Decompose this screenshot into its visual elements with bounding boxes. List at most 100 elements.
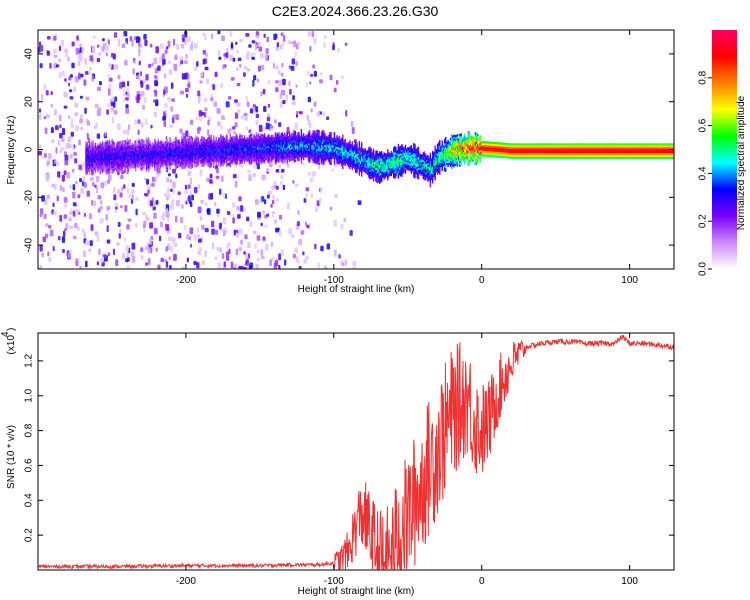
ridge-cell (243, 144, 246, 147)
ridge-cell (167, 138, 169, 141)
ridge-cell (330, 136, 332, 139)
noise-speckle (222, 217, 227, 225)
ridge-cell (139, 153, 142, 157)
ridge-cell (131, 152, 133, 155)
ridge-cell (380, 180, 382, 183)
noise-speckle (118, 233, 121, 239)
noise-speckle (278, 253, 281, 261)
ridge-cell (312, 130, 314, 133)
ridge-cell (331, 147, 333, 150)
ridge-cell (304, 137, 306, 140)
ridge-cell (203, 164, 206, 167)
ridge-cell (236, 141, 239, 144)
ridge-cell (165, 144, 168, 147)
ridge-cell (203, 137, 206, 140)
ridge-cell (235, 163, 237, 166)
ridge-cell (377, 166, 379, 169)
ridge-cell (247, 140, 249, 143)
ridge-cell (336, 135, 338, 138)
ridge-cell (324, 133, 326, 136)
ridge-cell (247, 147, 249, 150)
noise-speckle (167, 187, 171, 193)
ridge-cell (140, 152, 143, 155)
ridge-cell (380, 151, 382, 154)
ridge-cell (242, 157, 245, 160)
ridge-cell (326, 138, 329, 141)
ridge-cell (256, 159, 259, 162)
ridge-cell (306, 136, 308, 139)
ridge-cell (94, 159, 97, 163)
ridge-cell (217, 161, 220, 164)
ridge-cell (378, 164, 381, 167)
ridge-cell (320, 141, 323, 144)
ridge-cell (187, 161, 189, 164)
ridge-cell (113, 163, 116, 166)
ridge-cell (259, 143, 261, 146)
ridge-cell (312, 137, 314, 141)
ridge-cell (349, 140, 351, 143)
ridge-cell (193, 145, 195, 148)
ridge-cell (97, 143, 99, 146)
ridge-cell (319, 140, 321, 143)
ridge-cell (211, 141, 214, 144)
ridge-cell (358, 140, 361, 144)
ridge-cell (181, 161, 183, 165)
noise-speckle (121, 81, 126, 88)
noise-speckle (204, 202, 208, 207)
ridge-cell (346, 144, 349, 147)
ridge-cell (295, 150, 298, 153)
ridge-cell (323, 158, 325, 162)
ridge-cell (310, 139, 312, 142)
ridge-cell (140, 161, 143, 164)
ridge-cell (378, 154, 381, 158)
ridge-cell (116, 152, 118, 155)
ridge-cell (151, 142, 153, 145)
noise-speckle (84, 107, 87, 114)
ridge-cell (200, 154, 202, 157)
ridge-cell (116, 167, 118, 170)
ridge-cell (169, 162, 171, 165)
noise-speckle (62, 187, 65, 193)
ridge-cell (382, 173, 384, 176)
ridge-cell (342, 165, 344, 168)
ridge-cell (113, 161, 116, 164)
ridge-cell (278, 156, 280, 159)
ridge-cell (252, 143, 254, 146)
ridge-cell (275, 148, 278, 151)
noise-speckle (127, 218, 132, 222)
noise-speckle (213, 230, 216, 235)
ridge-cell (325, 146, 327, 150)
ridge-cell (97, 160, 99, 163)
ridge-cell (174, 141, 176, 144)
noise-speckle (79, 178, 82, 183)
ridge-cell (259, 156, 261, 159)
ridge-cell (105, 148, 107, 151)
ridge-cell (258, 138, 260, 142)
ridge-cell (285, 138, 287, 141)
ridge-cell (180, 145, 182, 149)
noise-speckle (169, 179, 173, 183)
ridge-cell (313, 141, 316, 144)
ridge-cell (329, 133, 331, 136)
ridge-cell (365, 150, 368, 153)
ridge-cell (196, 162, 198, 165)
ridge-cell (152, 154, 155, 157)
noise-speckle (193, 261, 197, 265)
ridge-cell (340, 139, 343, 142)
ridge-cell (279, 137, 281, 140)
ridge-cell (106, 172, 108, 175)
noise-speckle (54, 159, 57, 164)
ridge-cell (346, 152, 349, 155)
ridge-cell (214, 150, 216, 153)
ridge-cell (352, 165, 355, 168)
ridge-cell (396, 171, 398, 174)
noise-speckle (220, 83, 224, 89)
ridge-cell (155, 165, 157, 168)
ridge-cell (280, 133, 282, 136)
noise-speckle (97, 52, 102, 56)
ridge-cell (305, 150, 307, 153)
ridge-cell (234, 147, 236, 150)
ridge-cell (174, 144, 176, 147)
ridge-cell (282, 150, 285, 153)
ridge-cell (125, 162, 127, 165)
